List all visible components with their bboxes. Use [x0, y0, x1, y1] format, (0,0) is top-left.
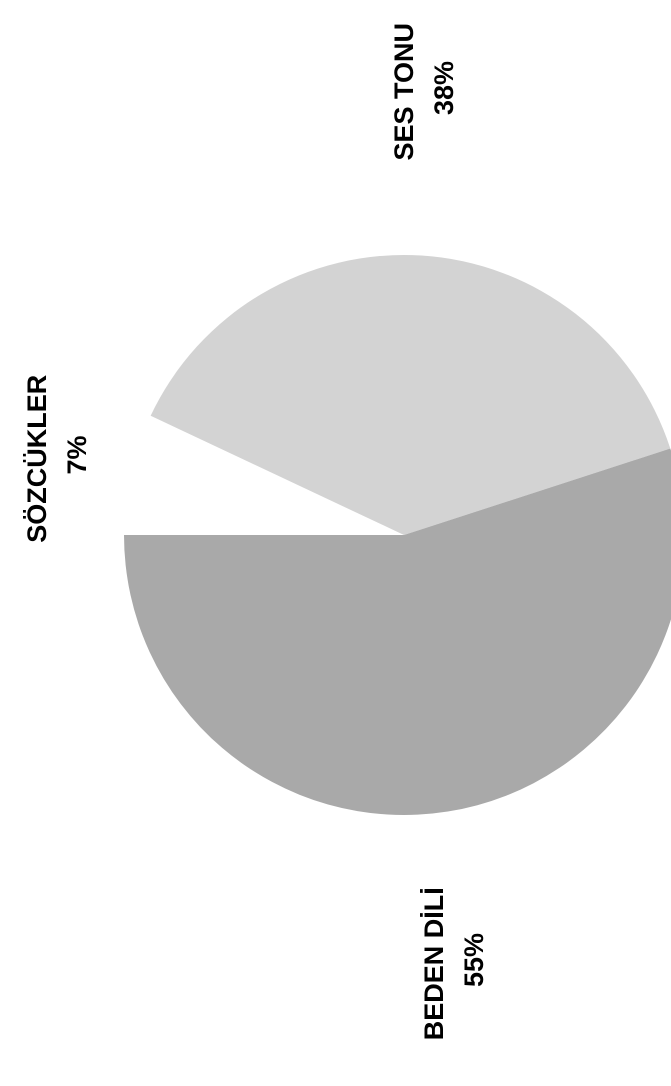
label-beden-dili-value: 55% — [459, 933, 489, 987]
label-sozcukler-value: 7% — [62, 435, 92, 474]
pie-slice-sozcukler — [124, 415, 404, 535]
pie-slices — [124, 254, 671, 815]
label-beden-dili-name: BEDEN DİLİ — [419, 887, 449, 1040]
label-ses-tonu: SES TONU 38% — [389, 15, 459, 160]
slice-labels: SÖZCÜKLER 7% SES TONU 38% BEDEN DİLİ 55% — [22, 15, 489, 1041]
label-sozcukler: SÖZCÜKLER 7% — [22, 367, 92, 543]
label-ses-tonu-name: SES TONU — [389, 23, 419, 161]
label-ses-tonu-value: 38% — [429, 61, 459, 115]
label-beden-dili: BEDEN DİLİ 55% — [419, 880, 489, 1041]
pie-slice-beden-dili — [124, 448, 671, 815]
pie-slice-ses-tonu — [150, 254, 671, 535]
label-sozcukler-name: SÖZCÜKLER — [22, 375, 52, 543]
